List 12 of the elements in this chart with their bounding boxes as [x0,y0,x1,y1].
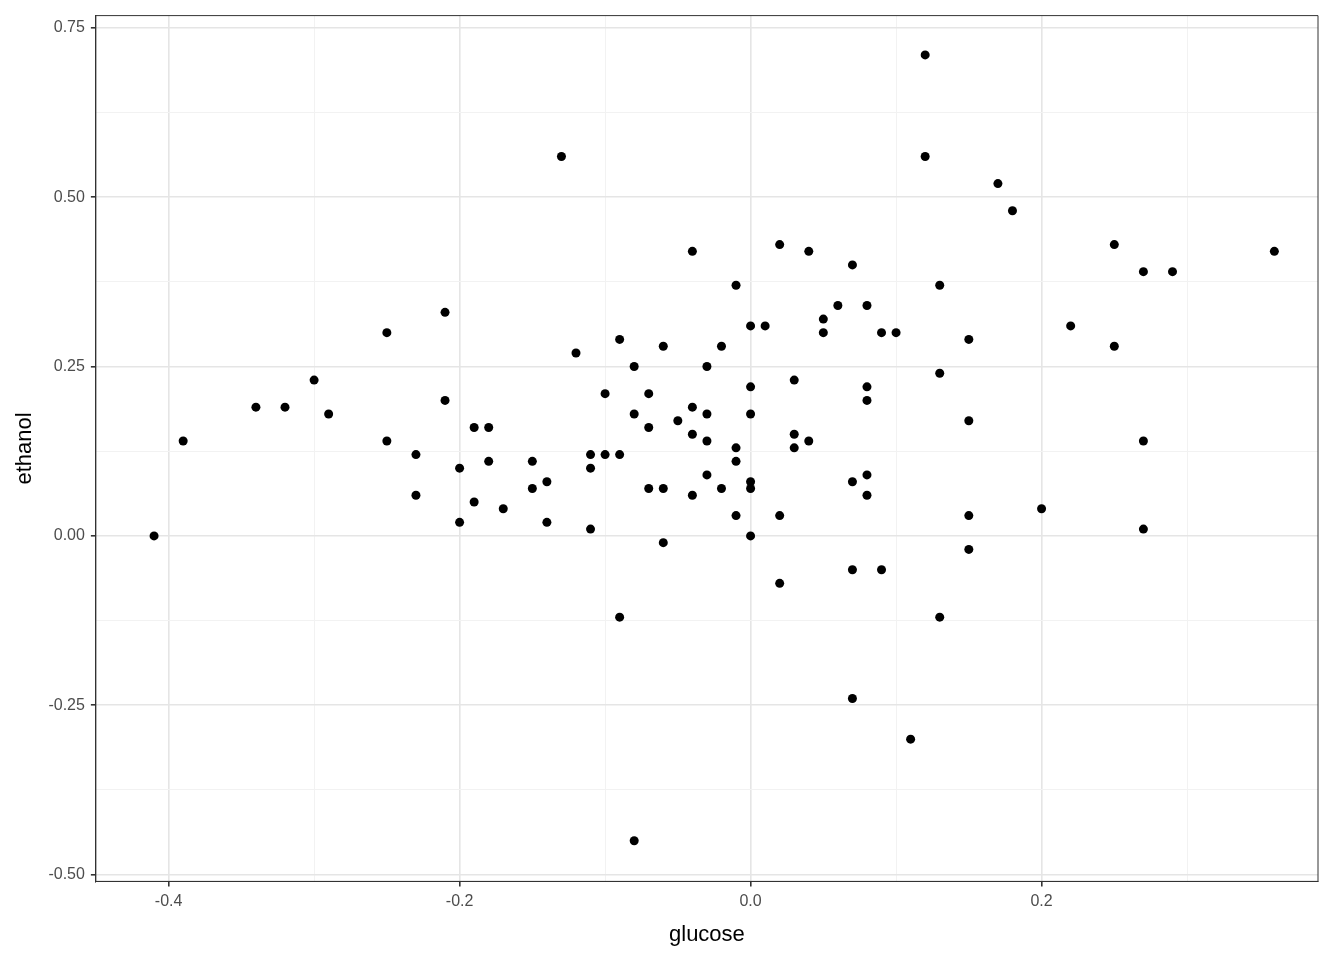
y-tick-label: 0.75 [53,18,85,36]
x-tick-label: -0.4 [154,892,183,910]
y-tick-label: 0.00 [53,526,85,544]
x-tick-label: 0.0 [739,892,762,910]
x-axis-title: glucose [669,920,745,946]
x-tick-label: -0.2 [445,892,474,910]
y-tick-label: -0.50 [48,865,85,883]
y-tick-label: 0.50 [53,187,85,205]
y-axis-title: ethanol [11,412,37,485]
y-tick-label: -0.25 [48,695,85,713]
x-tick-label: 0.2 [1030,892,1053,910]
y-tick-label: 0.25 [53,356,85,374]
